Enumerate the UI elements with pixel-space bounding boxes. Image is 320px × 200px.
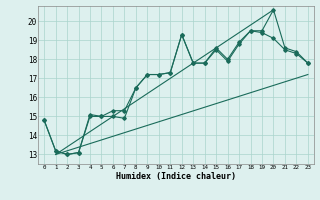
X-axis label: Humidex (Indice chaleur): Humidex (Indice chaleur) [116,172,236,181]
